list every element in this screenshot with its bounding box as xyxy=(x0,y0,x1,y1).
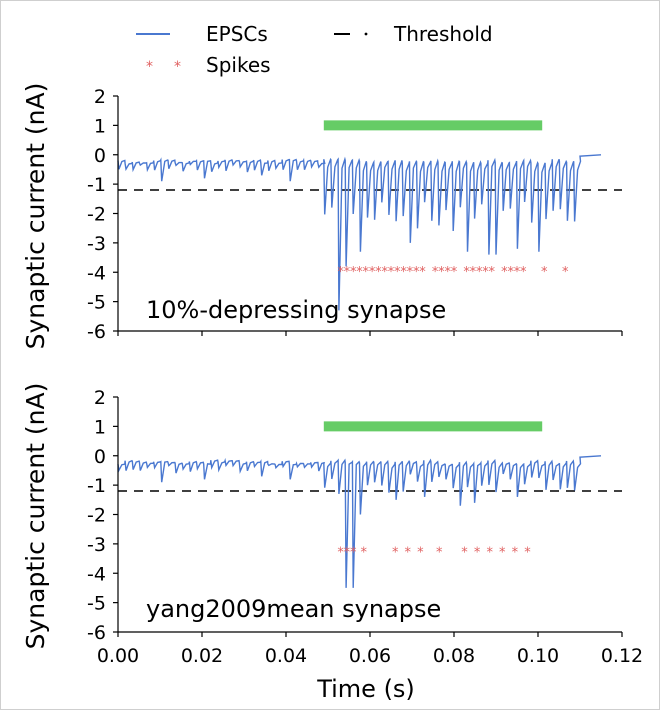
spike-marker: * xyxy=(363,265,370,280)
y-tick-label: 2 xyxy=(94,86,106,108)
legend-epscs-label: EPSCs xyxy=(206,22,268,46)
legend-spikes-label: Spikes xyxy=(206,53,271,77)
x-tick-label: 0.06 xyxy=(349,645,391,667)
spike-marker: * xyxy=(501,265,508,280)
x-tick-label: 0.00 xyxy=(97,645,139,667)
y-axis-label-top: Synaptic current (nA) xyxy=(21,83,50,350)
spike-marker: * xyxy=(432,265,439,280)
spike-marker: * xyxy=(489,265,496,280)
spike-marker: * xyxy=(344,545,351,560)
spike-marker: * xyxy=(405,545,412,560)
spike-markers: * * * * * * * * * * * * * * * * * * * * * * * * * * * * * xyxy=(337,265,569,280)
y-tick-label: 0 xyxy=(94,145,106,167)
spike-marker: * xyxy=(388,265,395,280)
x-tick-label: 0.02 xyxy=(181,645,223,667)
spike-marker: * xyxy=(344,265,351,280)
spike-marker: * xyxy=(400,265,407,280)
y-tick-label: -3 xyxy=(87,233,106,255)
spike-marker: * xyxy=(417,545,424,560)
x-tick-label: 0.08 xyxy=(433,645,475,667)
y-tick-label: -4 xyxy=(87,563,106,585)
legend-threshold-label: Threshold xyxy=(393,22,493,46)
spike-marker: * xyxy=(482,265,489,280)
spike-marker: * xyxy=(499,545,506,560)
panel-annotation: yang2009mean synapse xyxy=(146,595,441,623)
y-tick-label: 2 xyxy=(94,387,106,409)
spike-marker: * xyxy=(486,545,493,560)
spike-marker: * xyxy=(520,265,527,280)
spike-marker: * xyxy=(356,265,363,280)
spike-marker: * xyxy=(476,265,483,280)
y-tick-label: -1 xyxy=(87,174,106,196)
spike-marker: * xyxy=(463,265,470,280)
spike-marker: * xyxy=(436,545,443,560)
y-tick-labels: 2 1 0 -1 -2 -3 -4 -5 -6 xyxy=(87,387,106,644)
y-tick-marks xyxy=(113,396,118,633)
spike-marker: * xyxy=(514,265,521,280)
spike-marker: * xyxy=(413,265,420,280)
y-tick-label: 0 xyxy=(94,446,106,468)
y-tick-label: -5 xyxy=(87,593,106,615)
spike-marker: * xyxy=(541,265,548,280)
y-tick-label: 1 xyxy=(94,115,106,137)
x-tick-labels: 0.00 0.02 0.04 0.06 0.08 0.10 0.12 xyxy=(97,645,643,667)
spike-marker: * xyxy=(419,265,426,280)
spike-marker: * xyxy=(360,545,367,560)
y-axis-label-bottom: Synaptic current (nA) xyxy=(21,383,50,650)
epsc-trace xyxy=(117,455,602,588)
spike-marker: * xyxy=(350,545,357,560)
spike-marker: * xyxy=(562,265,569,280)
spike-marker: * xyxy=(470,265,477,280)
y-tick-label: -3 xyxy=(87,534,106,556)
legend-spikes-star-2: * xyxy=(174,59,181,75)
spike-marker: * xyxy=(392,545,399,560)
spike-marker: * xyxy=(337,265,344,280)
x-tick-marks xyxy=(117,632,623,637)
spike-marker: * xyxy=(375,265,382,280)
y-tick-label: -5 xyxy=(87,292,106,314)
y-tick-label: -6 xyxy=(87,622,106,644)
y-tick-label: 1 xyxy=(94,416,106,438)
spike-markers: * * * * * * * * * * * * * * xyxy=(337,545,531,560)
spike-marker: * xyxy=(451,265,458,280)
y-tick-marks xyxy=(113,95,118,332)
spike-marker: * xyxy=(381,265,388,280)
y-tick-label: -2 xyxy=(87,505,106,527)
stimulus-bar xyxy=(323,421,543,432)
spike-marker: * xyxy=(337,545,344,560)
y-tick-label: -4 xyxy=(87,262,106,284)
spike-marker: * xyxy=(407,265,414,280)
spike-marker: * xyxy=(369,265,376,280)
spike-marker: * xyxy=(461,545,468,560)
spike-marker: * xyxy=(524,545,531,560)
spike-marker: * xyxy=(444,265,451,280)
x-axis-label: Time (s) xyxy=(316,675,415,703)
legend-threshold-dot xyxy=(364,32,368,36)
x-tick-label: 0.04 xyxy=(265,645,307,667)
panel-annotation: 10%-depressing synapse xyxy=(146,296,446,324)
panel-bottom: 2 1 0 -1 -2 -3 -4 -5 -6 0.00 0.02 0.04 0.06 0.08 0.10… xyxy=(87,387,643,667)
x-tick-marks xyxy=(117,331,623,336)
epsc-trace xyxy=(117,154,602,311)
x-tick-label: 0.12 xyxy=(601,645,643,667)
spike-marker: * xyxy=(438,265,445,280)
x-tick-label: 0.10 xyxy=(517,645,559,667)
y-tick-label: -2 xyxy=(87,204,106,226)
spike-marker: * xyxy=(512,545,519,560)
spike-marker: * xyxy=(350,265,357,280)
panel-top: 210-1-2-3-4-5-6 * * * * * * * * * * * * * * * * * * * * * * * *… xyxy=(87,86,623,343)
spike-marker: * xyxy=(474,545,481,560)
stimulus-bar xyxy=(323,120,543,131)
legend: EPSCs Threshold * * Spikes xyxy=(136,22,493,77)
spike-marker: * xyxy=(394,265,401,280)
legend-spikes-star-1: * xyxy=(146,59,153,75)
spike-marker: * xyxy=(507,265,514,280)
y-tick-label: -6 xyxy=(87,321,106,343)
y-tick-labels: 2 1 0 -1 -2 -3 -4 -5 -6 xyxy=(87,86,106,343)
y-tick-label: -1 xyxy=(87,475,106,497)
